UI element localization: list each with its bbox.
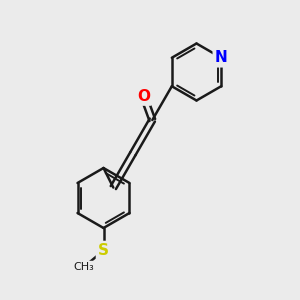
Text: N: N bbox=[215, 50, 228, 65]
Text: O: O bbox=[137, 88, 150, 104]
Text: S: S bbox=[98, 243, 109, 258]
Text: CH₃: CH₃ bbox=[74, 262, 94, 272]
